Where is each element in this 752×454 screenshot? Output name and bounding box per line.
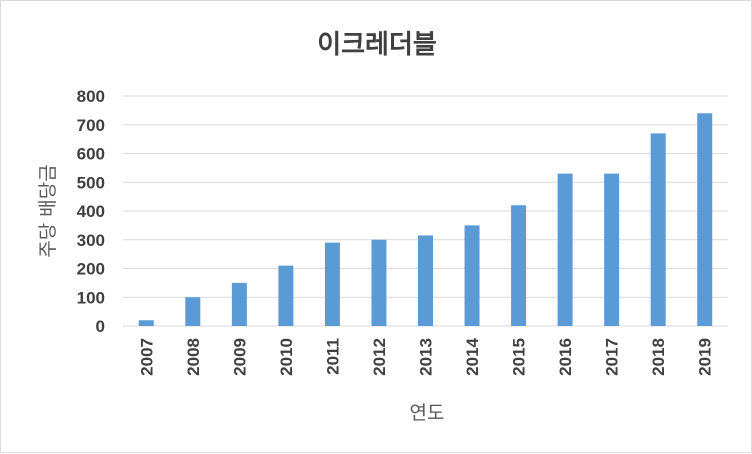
- bar-2019: [697, 113, 713, 326]
- y-tick-label: 700: [77, 116, 105, 135]
- y-tick-label: 500: [77, 173, 105, 192]
- x-tick-label: 2012: [370, 338, 389, 376]
- bar-2008: [185, 297, 201, 326]
- x-tick-label: 2017: [603, 338, 622, 376]
- y-tick-label: 0: [96, 317, 105, 336]
- y-tick-label: 200: [77, 260, 105, 279]
- y-axis-title: 주당 배당금: [37, 164, 59, 257]
- y-tick-label: 600: [77, 145, 105, 164]
- bar-2014: [464, 225, 480, 326]
- gridlines: [123, 95, 728, 327]
- x-tick-label: 2007: [137, 338, 156, 376]
- x-axis-ticks: 2007 2008 2009 2010 2011 2012 2013 2014 2015 2016…: [137, 337, 714, 375]
- x-tick-label: 2010: [277, 338, 296, 376]
- y-axis-ticks: 0 100 200 300 400 500 600 700 800: [77, 87, 105, 336]
- x-tick-label: 2014: [463, 337, 482, 375]
- x-tick-label: 2018: [649, 338, 668, 376]
- x-tick-label: 2015: [510, 338, 529, 376]
- bar-2017: [604, 173, 620, 326]
- x-axis-title: 연도: [410, 402, 445, 424]
- x-tick-label: 2019: [696, 338, 715, 376]
- bar-2007: [138, 320, 154, 326]
- y-tick-label: 300: [77, 231, 105, 250]
- x-tick-label: 2013: [417, 338, 436, 376]
- y-tick-label: 400: [77, 202, 105, 221]
- y-tick-label: 800: [77, 87, 105, 106]
- x-tick-label: 2009: [230, 338, 249, 376]
- bar-2011: [324, 242, 340, 326]
- bar-2012: [371, 239, 387, 326]
- bar-2013: [418, 235, 433, 326]
- bar-2016: [557, 173, 573, 326]
- bars: [138, 113, 713, 326]
- bar-2009: [231, 282, 247, 326]
- y-tick-label: 100: [77, 288, 105, 307]
- x-tick-label: 2011: [323, 338, 342, 375]
- bar-2015: [511, 205, 527, 326]
- x-tick-label: 2016: [556, 338, 575, 376]
- bar-2018: [650, 133, 666, 326]
- chart-title: 이크레더블: [317, 30, 437, 60]
- x-tick-label: 2008: [184, 338, 203, 376]
- bar-2010: [278, 265, 294, 326]
